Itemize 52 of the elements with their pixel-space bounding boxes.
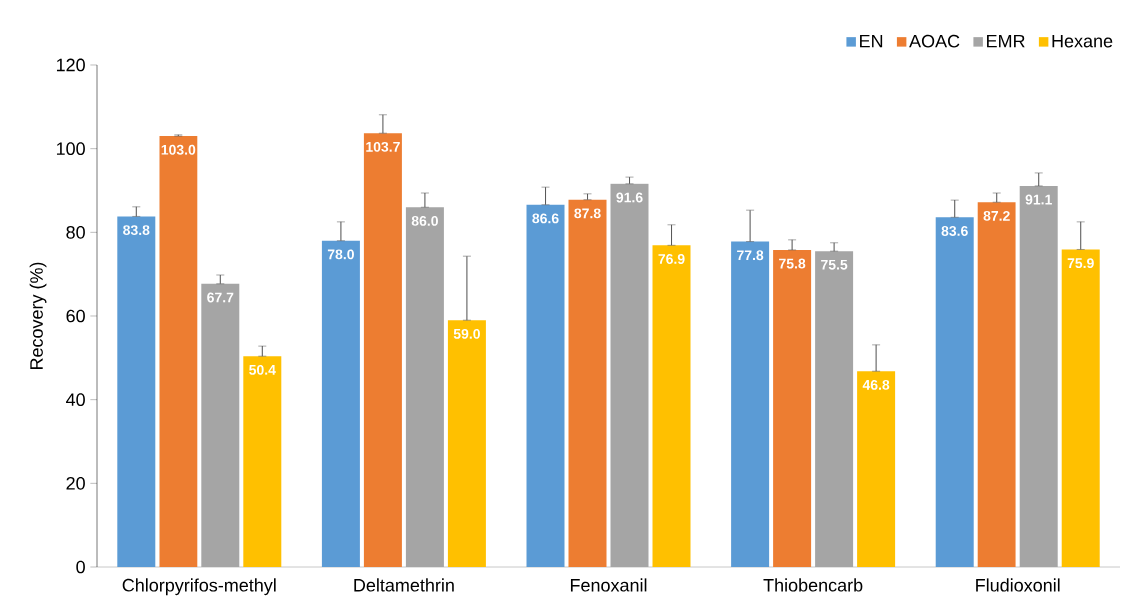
bar (568, 199, 607, 567)
data-label: 87.2 (983, 210, 1010, 221)
legend-label: EN (860, 34, 883, 48)
data-label: 46.8 (862, 379, 890, 390)
data-label: 83.8 (123, 225, 150, 236)
data-label: 78.0 (327, 249, 354, 260)
data-label: 91.1 (1025, 194, 1052, 205)
y-tick-label: 100 (56, 142, 85, 156)
data-label: 91.6 (616, 192, 643, 203)
bar (159, 136, 198, 567)
bar (117, 216, 156, 567)
data-label: 75.9 (1067, 258, 1094, 269)
data-label: 76.9 (658, 254, 685, 264)
y-tick-label: 80 (66, 225, 85, 239)
bar (526, 204, 565, 567)
x-tick-label: Thiobencarb (763, 578, 863, 592)
bar (857, 371, 896, 567)
legend-label: Hexane (1052, 34, 1113, 48)
data-label: 83.6 (941, 225, 968, 236)
legend-label: AOAC (909, 34, 960, 48)
legend-label: EMR (987, 34, 1025, 48)
bar (363, 133, 402, 567)
data-label: 86.0 (411, 215, 438, 226)
data-label: 50.4 (249, 364, 276, 375)
y-tick-label: 40 (66, 393, 85, 407)
bar (1061, 249, 1100, 567)
y-tick-label: 20 (66, 476, 85, 490)
x-tick-label: Deltamethrin (354, 578, 454, 592)
data-label: 103.7 (366, 141, 400, 152)
x-tick-label: Fenoxanil (570, 578, 647, 592)
y-tick-label: 120 (56, 58, 85, 72)
bar (977, 202, 1016, 567)
y-tick-label: 0 (76, 560, 85, 574)
data-label: 87.8 (574, 208, 601, 219)
data-label: 103.0 (161, 144, 196, 155)
y-tick-label: 60 (66, 309, 85, 323)
x-tick-label: Chlorpyrifos-methyl (122, 578, 276, 596)
data-label: 59.0 (453, 328, 480, 339)
y-axis-title: Recovery (%) (29, 262, 47, 370)
bar (447, 320, 486, 567)
data-label: 77.8 (737, 250, 764, 261)
data-label: 86.6 (532, 213, 559, 224)
bar (935, 217, 974, 567)
x-tick-label: Fludioxonil (976, 578, 1060, 592)
data-label: 67.7 (207, 292, 234, 303)
data-label: 75.8 (779, 258, 806, 269)
bar (652, 245, 691, 567)
bar (321, 240, 360, 567)
bar (731, 241, 770, 567)
bar (773, 249, 812, 567)
bar (243, 356, 282, 567)
data-label: 75.5 (821, 259, 848, 270)
